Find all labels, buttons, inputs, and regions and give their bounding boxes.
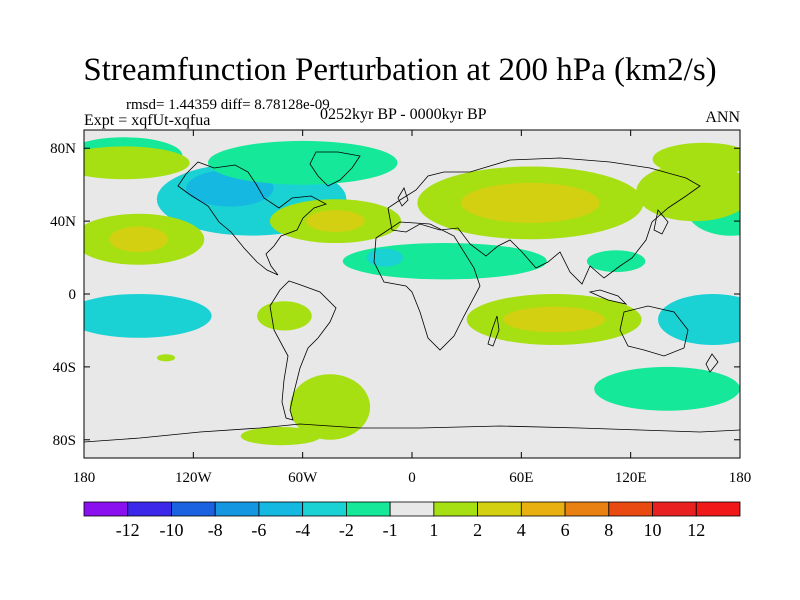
coast-madagascar <box>487 315 500 347</box>
contour-region-4 <box>109 226 168 253</box>
contour-region--2 <box>594 366 740 411</box>
colorbar-label: -8 <box>208 520 223 540</box>
x-axis: 180 120W 60W 0 60E 120E 180 <box>73 130 752 486</box>
colorbar-box <box>302 501 347 517</box>
colorbar-label: -12 <box>116 520 140 540</box>
period-label: 0252kyr BP - 0000kyr BP <box>320 106 487 123</box>
colorbar-box <box>83 501 129 517</box>
colorbar-label: 4 <box>517 520 526 540</box>
x-tick-label: 60E <box>509 470 533 486</box>
coast-south-america <box>269 280 337 421</box>
y-tick-label: 40S <box>53 360 76 376</box>
coast-japan <box>653 209 669 235</box>
colorbar-box <box>695 501 741 517</box>
colorbar-label: 10 <box>644 520 662 540</box>
colorbar: -12 -10 -8 -6 -4 -2 -1 1 2 4 6 8 10 12 <box>83 501 741 540</box>
x-tick-label: 120W <box>175 470 213 486</box>
colorbar-label: 8 <box>604 520 613 540</box>
colorbar-box <box>520 501 566 517</box>
season-label: ANN <box>705 109 740 126</box>
colorbar-box <box>389 501 435 517</box>
y-tick-label: 80S <box>53 433 76 449</box>
coast-greenland <box>309 151 361 187</box>
contour-region-2 <box>240 427 321 446</box>
colorbar-box <box>564 501 610 517</box>
contour-region--4 <box>84 294 212 338</box>
coast-uk <box>397 187 409 207</box>
colorbar-label: -6 <box>251 520 266 540</box>
contour-region-4 <box>503 306 606 333</box>
contour-regions <box>84 137 740 446</box>
colorbar-box <box>477 501 522 517</box>
colorbar-label: -10 <box>160 520 184 540</box>
colorbar-label: 6 <box>561 520 570 540</box>
coastlines <box>84 151 740 443</box>
contour-region-2 <box>636 162 740 222</box>
colorbar-box <box>433 501 478 517</box>
colorbar-label: 1 <box>429 520 438 540</box>
colorbar-box <box>258 501 304 517</box>
colorbar-label: -2 <box>339 520 354 540</box>
coast-indonesia <box>588 289 628 305</box>
y-tick-label: 40N <box>50 214 76 230</box>
contour-region-4 <box>306 210 365 233</box>
colorbar-box <box>214 501 260 517</box>
y-tick-label: 80N <box>50 141 76 157</box>
coast-eurasia <box>387 157 701 285</box>
y-axis: 80N 40N 0 40S 80S <box>50 141 740 449</box>
x-tick-label: 180 <box>729 470 752 486</box>
contour-region-2 <box>156 354 176 362</box>
coast-antarctica <box>84 423 740 443</box>
colorbar-label: -4 <box>295 520 310 540</box>
experiment-label: Expt = xqfUt-xqfua <box>84 112 211 129</box>
x-tick-label: 60W <box>288 470 318 486</box>
contour-region-2 <box>257 301 312 331</box>
contour-region--2 <box>586 250 646 273</box>
colorbar-box <box>345 501 391 517</box>
contour-region-2 <box>84 146 190 180</box>
x-tick-label: 180 <box>73 470 96 486</box>
colorbar-label: 12 <box>687 520 705 540</box>
x-tick-label: 0 <box>408 470 416 486</box>
colorbar-box <box>652 501 697 517</box>
contour-region--2 <box>207 140 398 185</box>
colorbar-box <box>171 501 216 517</box>
contour-region-2 <box>289 374 371 440</box>
stats-text: rmsd= 1.44359 diff= 8.78128e-09 <box>126 97 330 113</box>
coast-australia <box>619 305 689 357</box>
chart-title: Streamfunction Perturbation at 200 hPa (… <box>83 52 717 88</box>
colorbar-label: 2 <box>473 520 482 540</box>
colorbar-box <box>127 501 172 517</box>
colorbar-label: -1 <box>383 520 398 540</box>
colorbar-box <box>608 501 653 517</box>
contour-region--4 <box>366 248 403 267</box>
contour-region--4 <box>658 294 740 345</box>
coast-north-america <box>177 161 328 276</box>
y-tick-label: 0 <box>69 287 77 303</box>
contour-region-4 <box>461 182 600 223</box>
coast-new-zealand <box>705 353 719 373</box>
x-tick-label: 120E <box>615 470 647 486</box>
